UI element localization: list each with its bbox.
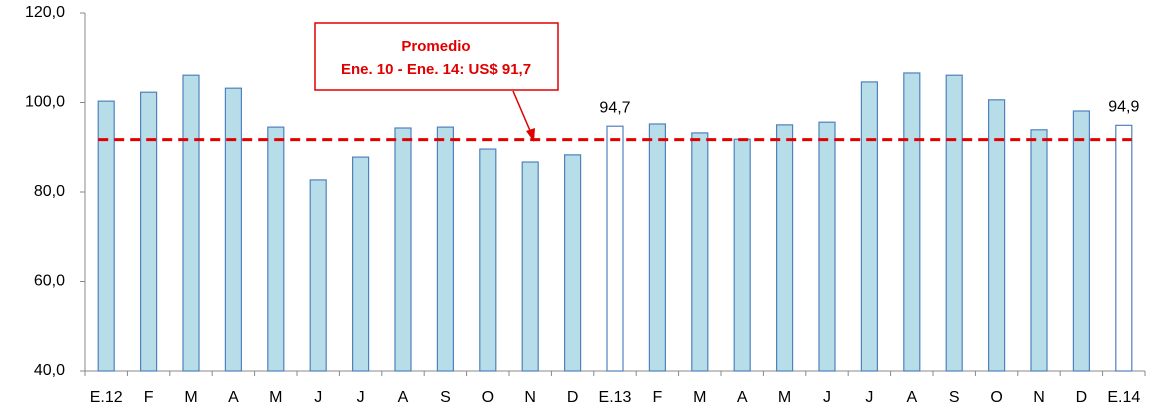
value-label: 94,7 <box>599 99 630 116</box>
x-tick-label: E.12 <box>90 389 123 406</box>
x-tick-label: O <box>482 389 494 406</box>
x-tick-label: M <box>184 389 197 406</box>
bar <box>691 132 709 372</box>
annotation-title: Promedio <box>401 38 470 55</box>
y-tick-label: 80,0 <box>34 183 65 200</box>
x-tick-label: F <box>653 389 663 406</box>
bar <box>945 74 963 372</box>
bar <box>1115 124 1133 372</box>
bar <box>521 161 539 372</box>
bar <box>436 126 454 372</box>
bar <box>394 127 412 372</box>
bar <box>648 123 667 372</box>
x-tick-label: D <box>1076 389 1088 406</box>
bar <box>860 81 879 372</box>
bar <box>563 154 582 372</box>
y-tick-label: 60,0 <box>34 273 65 290</box>
bar <box>479 148 497 372</box>
x-tick-label: A <box>398 389 409 406</box>
x-tick-label: N <box>1033 389 1045 406</box>
x-tick-label: N <box>524 389 536 406</box>
bar <box>987 99 1006 372</box>
x-tick-label: O <box>990 389 1002 406</box>
x-tick-label: M <box>693 389 706 406</box>
x-tick-label: A <box>906 389 917 406</box>
x-tick-label: F <box>144 389 154 406</box>
x-tick-label: J <box>865 389 873 406</box>
x-tick-label: M <box>269 389 282 406</box>
bar <box>352 156 370 372</box>
x-tick-label: E.14 <box>1107 389 1140 406</box>
value-label: 94,9 <box>1108 99 1139 116</box>
x-tick-label: A <box>737 389 748 406</box>
annotation-arrow <box>512 90 532 134</box>
bar <box>1072 110 1091 372</box>
annotation-box <box>314 22 559 91</box>
x-tick-label: D <box>567 389 579 406</box>
bar <box>1030 129 1048 372</box>
x-tick-label: M <box>778 389 791 406</box>
bar <box>309 179 327 372</box>
bar <box>606 125 624 372</box>
bar <box>903 72 921 372</box>
bar <box>733 138 751 372</box>
x-tick-label: J <box>823 389 831 406</box>
x-tick-label: S <box>440 389 451 406</box>
bar <box>224 87 242 372</box>
x-tick-label: S <box>949 389 960 406</box>
y-tick-label: 40,0 <box>34 362 65 379</box>
bar <box>818 121 836 372</box>
bar <box>267 126 285 372</box>
bar <box>140 91 158 372</box>
annotation-text: Ene. 10 - Ene. 14: US$ 91,7 <box>341 61 531 78</box>
bar <box>182 74 200 372</box>
x-tick-label: J <box>357 389 365 406</box>
y-tick-label: 120,0 <box>25 4 65 21</box>
x-tick-label: E.13 <box>599 389 632 406</box>
y-tick-label: 100,0 <box>25 94 65 111</box>
bar <box>97 100 115 372</box>
x-tick-label: J <box>314 389 322 406</box>
bar <box>775 124 794 372</box>
x-tick-label: A <box>228 389 239 406</box>
